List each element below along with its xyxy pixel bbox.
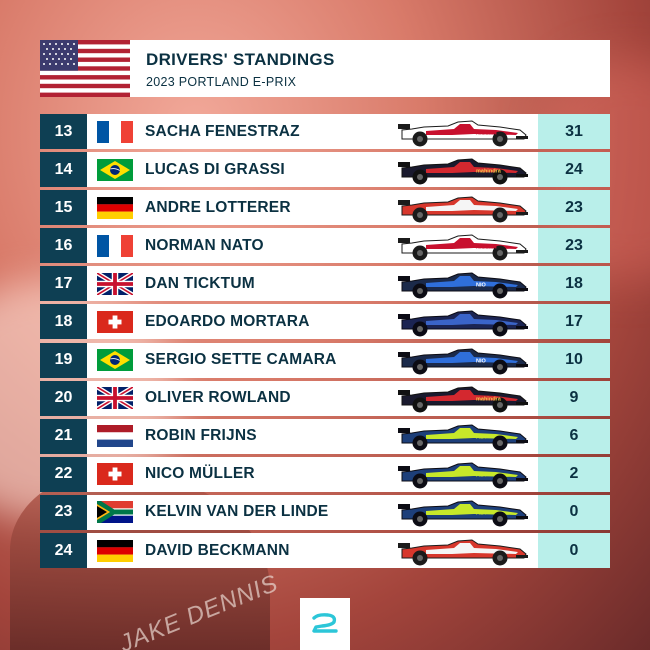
position-number: 23 <box>40 494 87 530</box>
driver-name: KELVIN VAN DER LINDE <box>145 503 329 521</box>
standings-header: DRIVERS' STANDINGS 2023 PORTLAND E-PRIX <box>40 40 610 97</box>
points-value: 23 <box>538 190 610 226</box>
abt-car-icon: ABT <box>388 495 538 530</box>
ch-flag-icon <box>87 304 143 339</box>
za-flag-icon <box>87 495 143 530</box>
nissan-car-icon: NISSAN <box>388 228 538 263</box>
driver-name: SACHA FENESTRAZ <box>145 122 300 140</box>
driver-name: DAVID BECKMANN <box>145 541 290 559</box>
svg-text:mahindra: mahindra <box>476 168 502 174</box>
standings-row: 22 NICO MÜLLER ABT 2 <box>40 456 610 492</box>
points-value: 17 <box>538 304 610 340</box>
driver-name: DAN TICKTUM <box>145 274 255 292</box>
standings-row: 24 DAVID BECKMANN 0 <box>40 533 610 569</box>
svg-text:NIO: NIO <box>476 359 487 365</box>
abt-car-icon: ABT <box>388 457 538 492</box>
position-number: 13 <box>40 114 87 149</box>
points-value: 24 <box>538 152 610 188</box>
position-number: 18 <box>40 304 87 340</box>
driver-name: OLIVER ROWLAND <box>145 389 291 407</box>
driver-name: EDOARDO MORTARA <box>145 312 310 330</box>
driver-name: ANDRE LOTTERER <box>145 198 291 216</box>
svg-text:ABT: ABT <box>476 511 488 517</box>
nio-car-icon: NIO <box>388 343 538 378</box>
svg-text:ABT: ABT <box>476 435 488 441</box>
fr-flag-icon <box>87 228 143 263</box>
standings-row: 23 KELVIN VAN DER LINDE ABT 0 <box>40 494 610 530</box>
svg-text:mahindra: mahindra <box>476 397 502 403</box>
driver-name: NICO MÜLLER <box>145 465 255 483</box>
mahindra-car-icon: mahindra <box>388 152 538 187</box>
position-number: 19 <box>40 342 87 378</box>
points-value: 23 <box>538 228 610 264</box>
standings-row: 19 SERGIO SETTE CAMARA NIO 10 <box>40 342 610 378</box>
gb-flag-icon <box>87 381 143 416</box>
maserati-car-icon <box>388 304 538 339</box>
standings-row: 17 DAN TICKTUM NIO 18 <box>40 266 610 302</box>
standings-row: 18 EDOARDO MORTARA 17 <box>40 304 610 340</box>
svg-text:NISSAN: NISSAN <box>476 244 497 250</box>
mahindra-car-icon: mahindra <box>388 381 538 416</box>
page-title: DRIVERS' STANDINGS <box>146 50 335 69</box>
standings-row: 20 OLIVER ROWLAND mahindra 9 <box>40 380 610 416</box>
position-number: 24 <box>40 533 87 569</box>
standings-row: 13 SACHA FENESTRAZ NISSAN 31 <box>40 114 610 149</box>
position-number: 21 <box>40 418 87 454</box>
abt-car-icon: ABT <box>388 419 538 454</box>
position-number: 16 <box>40 228 87 264</box>
standings-row: 16 NORMAN NATO NISSAN 23 <box>40 228 610 264</box>
formula-e-logo <box>300 598 350 650</box>
andretti-car-icon <box>388 533 538 568</box>
standings-row: 21 ROBIN FRIJNS ABT 6 <box>40 418 610 454</box>
points-value: 0 <box>538 494 610 530</box>
position-number: 17 <box>40 266 87 302</box>
svg-text:NIO: NIO <box>476 282 487 288</box>
points-value: 10 <box>538 342 610 378</box>
driver-name: LUCAS DI GRASSI <box>145 160 285 178</box>
ch-flag-icon <box>87 457 143 492</box>
points-value: 6 <box>538 418 610 454</box>
position-number: 20 <box>40 380 87 416</box>
us-flag-icon <box>40 40 130 97</box>
de-flag-icon <box>87 190 143 225</box>
driver-name: NORMAN NATO <box>145 236 264 254</box>
driver-name: ROBIN FRIJNS <box>145 427 257 445</box>
de-flag-icon <box>87 533 143 568</box>
andretti-car-icon <box>388 190 538 225</box>
points-value: 0 <box>538 533 610 569</box>
page-subtitle: 2023 PORTLAND E-PRIX <box>146 75 297 89</box>
standings-row: 14 LUCAS DI GRASSI mahindra 24 <box>40 152 610 188</box>
points-value: 18 <box>538 266 610 302</box>
nio-car-icon: NIO <box>388 266 538 301</box>
points-value: 9 <box>538 380 610 416</box>
points-value: 2 <box>538 456 610 492</box>
svg-text:ABT: ABT <box>476 473 488 479</box>
nissan-car-icon: NISSAN <box>388 114 538 149</box>
driver-name: SERGIO SETTE CAMARA <box>145 351 337 369</box>
nl-flag-icon <box>87 419 143 454</box>
br-flag-icon <box>87 152 143 187</box>
position-number: 15 <box>40 190 87 226</box>
gb-flag-icon <box>87 266 143 301</box>
br-flag-icon <box>87 343 143 378</box>
points-value: 31 <box>538 114 610 149</box>
standings-list: 13 SACHA FENESTRAZ NISSAN 31 14 LUCAS DI GRAS… <box>40 114 610 571</box>
fr-flag-icon <box>87 114 143 149</box>
svg-text:NISSAN: NISSAN <box>476 130 497 136</box>
position-number: 14 <box>40 152 87 188</box>
position-number: 22 <box>40 456 87 492</box>
standings-row: 15 ANDRE LOTTERER 23 <box>40 190 610 226</box>
